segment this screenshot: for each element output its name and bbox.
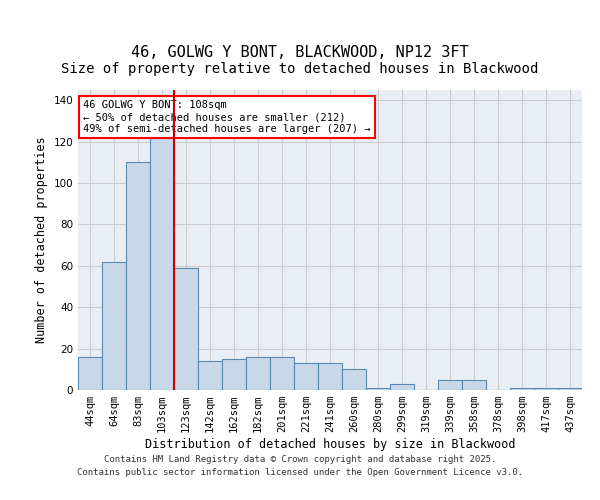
- Bar: [534, 388, 558, 390]
- Bar: [366, 388, 390, 390]
- Bar: [198, 361, 222, 390]
- Bar: [174, 268, 198, 390]
- Text: Contains HM Land Registry data © Crown copyright and database right 2025.: Contains HM Land Registry data © Crown c…: [104, 456, 496, 464]
- Bar: [270, 357, 294, 390]
- X-axis label: Distribution of detached houses by size in Blackwood: Distribution of detached houses by size …: [145, 438, 515, 451]
- Bar: [150, 125, 174, 390]
- Bar: [246, 357, 270, 390]
- Bar: [318, 363, 342, 390]
- Text: 46 GOLWG Y BONT: 108sqm
← 50% of detached houses are smaller (212)
49% of semi-d: 46 GOLWG Y BONT: 108sqm ← 50% of detache…: [83, 100, 371, 134]
- Bar: [222, 359, 246, 390]
- Bar: [462, 380, 486, 390]
- Bar: [126, 162, 150, 390]
- Text: Contains public sector information licensed under the Open Government Licence v3: Contains public sector information licen…: [77, 468, 523, 477]
- Bar: [390, 384, 414, 390]
- Text: Size of property relative to detached houses in Blackwood: Size of property relative to detached ho…: [61, 62, 539, 76]
- Bar: [294, 363, 318, 390]
- Bar: [558, 388, 582, 390]
- Bar: [438, 380, 462, 390]
- Y-axis label: Number of detached properties: Number of detached properties: [35, 136, 48, 344]
- Text: 46, GOLWG Y BONT, BLACKWOOD, NP12 3FT: 46, GOLWG Y BONT, BLACKWOOD, NP12 3FT: [131, 45, 469, 60]
- Bar: [510, 388, 534, 390]
- Bar: [102, 262, 126, 390]
- Bar: [342, 370, 366, 390]
- Bar: [78, 357, 102, 390]
